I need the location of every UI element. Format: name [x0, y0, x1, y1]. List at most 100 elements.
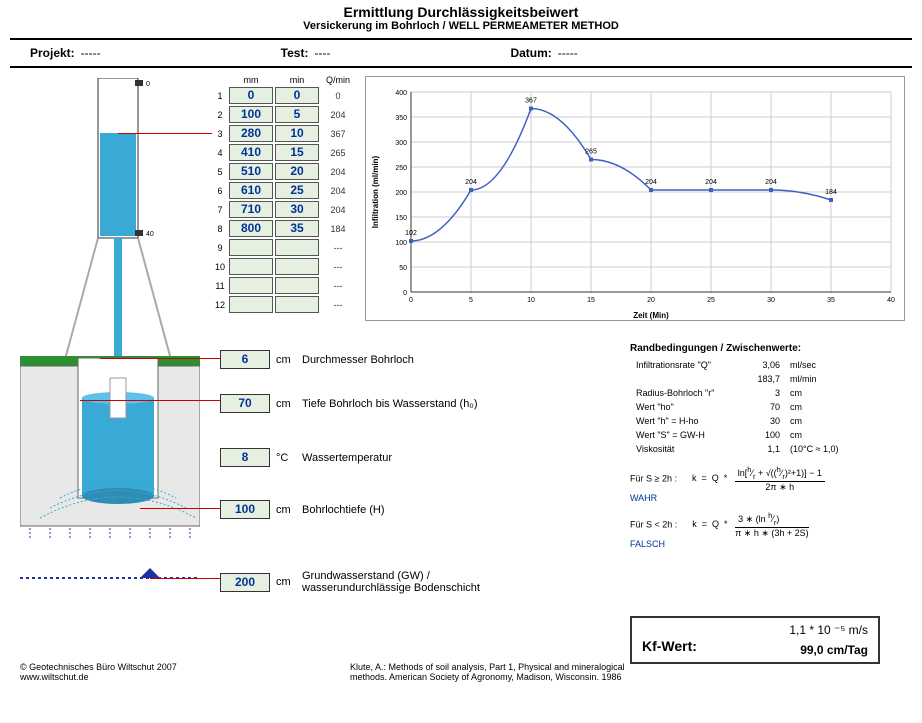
projekt-label: Projekt: [30, 46, 75, 60]
q-cell: --- [321, 239, 355, 256]
min-cell[interactable]: 30 [275, 201, 319, 218]
svg-text:0: 0 [409, 297, 413, 304]
mm-cell[interactable] [229, 296, 273, 313]
mm-cell[interactable] [229, 277, 273, 294]
data-table: mmminQ/min 1 0 0 0 2 100 5 204 3 280 10 36… [211, 73, 357, 315]
q-cell: 204 [321, 163, 355, 180]
min-cell[interactable]: 10 [275, 125, 319, 142]
min-cell[interactable]: 25 [275, 182, 319, 199]
param-depth-water: 70 cm Tiefe Bohrloch bis Wasserstand (h₀… [220, 394, 478, 413]
min-cell[interactable]: 5 [275, 106, 319, 123]
svg-text:50: 50 [399, 265, 407, 272]
footer-copy: © Geotechnisches Büro Wiltschut 2007 www… [20, 662, 177, 682]
table-row: 8 800 35 184 [213, 220, 355, 237]
datum-value: ----- [558, 46, 578, 60]
table-row: 9 --- [213, 239, 355, 256]
min-cell[interactable] [275, 277, 319, 294]
min-cell[interactable]: 0 [275, 87, 319, 104]
mm-cell[interactable]: 100 [229, 106, 273, 123]
svg-text:150: 150 [395, 215, 407, 222]
gw-input[interactable]: 200 [220, 573, 270, 592]
q-cell: --- [321, 258, 355, 275]
mm-cell[interactable]: 510 [229, 163, 273, 180]
svg-text:25: 25 [707, 297, 715, 304]
min-cell[interactable] [275, 258, 319, 275]
diameter-input[interactable]: 6 [220, 350, 270, 369]
min-cell[interactable] [275, 296, 319, 313]
q-cell: 204 [321, 182, 355, 199]
svg-text:100: 100 [395, 240, 407, 247]
borehole-depth-input[interactable]: 100 [220, 500, 270, 519]
depth-water-unit: cm [276, 398, 302, 410]
svg-text:0: 0 [403, 290, 407, 297]
svg-text:102: 102 [405, 230, 417, 237]
param-temp: 8 °C Wassertemperatur [220, 448, 392, 467]
param-diameter: 6 cm Durchmesser Bohrloch [220, 350, 414, 369]
table-row: 1 0 0 0 [213, 87, 355, 104]
col-mm: mm [229, 75, 273, 85]
rb-row: Radius-Bohrloch "r"3cm [632, 387, 843, 399]
mm-cell[interactable]: 610 [229, 182, 273, 199]
svg-text:204: 204 [765, 179, 777, 186]
svg-text:184: 184 [825, 189, 837, 196]
rb-row: Wert "S" = GW-H100cm [632, 429, 843, 441]
mm-cell[interactable] [229, 239, 273, 256]
svg-text:350: 350 [395, 115, 407, 122]
mm-cell[interactable]: 280 [229, 125, 273, 142]
copyright: © Geotechnisches Büro Wiltschut 2007 [20, 662, 177, 672]
svg-text:Infiltration (ml/min): Infiltration (ml/min) [371, 155, 380, 228]
svg-text:204: 204 [705, 179, 717, 186]
col-q: Q/min [321, 75, 355, 85]
svg-text:204: 204 [465, 179, 477, 186]
kf-label: Kf-Wert: [642, 638, 697, 654]
datum-label: Datum: [510, 46, 551, 60]
infiltration-chart: 0501001502002503003504000510152025303540… [365, 76, 905, 321]
table-row: 4 410 15 265 [213, 144, 355, 161]
temp-unit: °C [276, 452, 302, 464]
boundary-panel: Randbedingungen / Zwischenwerte: Infiltr… [630, 343, 910, 549]
svg-text:5: 5 [469, 297, 473, 304]
col-min: min [275, 75, 319, 85]
diameter-label: Durchmesser Bohrloch [302, 354, 414, 366]
min-cell[interactable]: 35 [275, 220, 319, 237]
svg-text:265: 265 [585, 149, 597, 156]
q-cell: 265 [321, 144, 355, 161]
param-borehole-depth: 100 cm Bohrlochtiefe (H) [220, 500, 385, 519]
apparatus-diagram: 0 40 [20, 78, 200, 618]
table-row: 12 --- [213, 296, 355, 313]
min-cell[interactable]: 15 [275, 144, 319, 161]
mm-cell[interactable]: 710 [229, 201, 273, 218]
svg-text:300: 300 [395, 140, 407, 147]
temp-input[interactable]: 8 [220, 448, 270, 467]
svg-text:0: 0 [146, 81, 150, 88]
svg-text:367: 367 [525, 98, 537, 105]
min-cell[interactable]: 20 [275, 163, 319, 180]
mm-cell[interactable]: 0 [229, 87, 273, 104]
q-cell: 367 [321, 125, 355, 142]
gw-label: Grundwasserstand (GW) / [302, 570, 480, 582]
rb-row: Infiltrationsrate "Q"3,06ml/sec [632, 359, 843, 371]
table-row: 6 610 25 204 [213, 182, 355, 199]
page-subtitle: Versickerung im Bohrloch / WELL PERMEAME… [0, 20, 922, 32]
kf-value-cmtag: 99,0 cm/Tag [800, 643, 868, 657]
depth-water-input[interactable]: 70 [220, 394, 270, 413]
q-cell: 204 [321, 106, 355, 123]
citation: Klute, A.: Methods of soil analysis, Par… [350, 662, 630, 682]
f1-eq: k = Q * ln[h⁄r + √((h⁄r)²+1)] − 1 2π ∗ h [692, 473, 825, 483]
table-row: 3 280 10 367 [213, 125, 355, 142]
svg-text:30: 30 [767, 297, 775, 304]
f2-eq: k = Q * 3 ∗ (ln h⁄r) π ∗ h ∗ (3h + 2S) [692, 519, 808, 529]
svg-text:20: 20 [647, 297, 655, 304]
svg-text:204: 204 [645, 179, 657, 186]
f2-tf: FALSCH [630, 539, 665, 549]
table-row: 2 100 5 204 [213, 106, 355, 123]
svg-text:400: 400 [395, 90, 407, 97]
mm-cell[interactable]: 800 [229, 220, 273, 237]
mm-cell[interactable]: 410 [229, 144, 273, 161]
gw-label2: wasserundurchlässige Bodenschicht [302, 582, 480, 594]
mm-cell[interactable] [229, 258, 273, 275]
param-gw: 200 cm Grundwasserstand (GW) / wasserund… [220, 570, 480, 594]
kf-value-ms: 1,1 * 10 ⁻⁵ m/s [789, 623, 868, 637]
min-cell[interactable] [275, 239, 319, 256]
rb-row: Wert "ho"70cm [632, 401, 843, 413]
